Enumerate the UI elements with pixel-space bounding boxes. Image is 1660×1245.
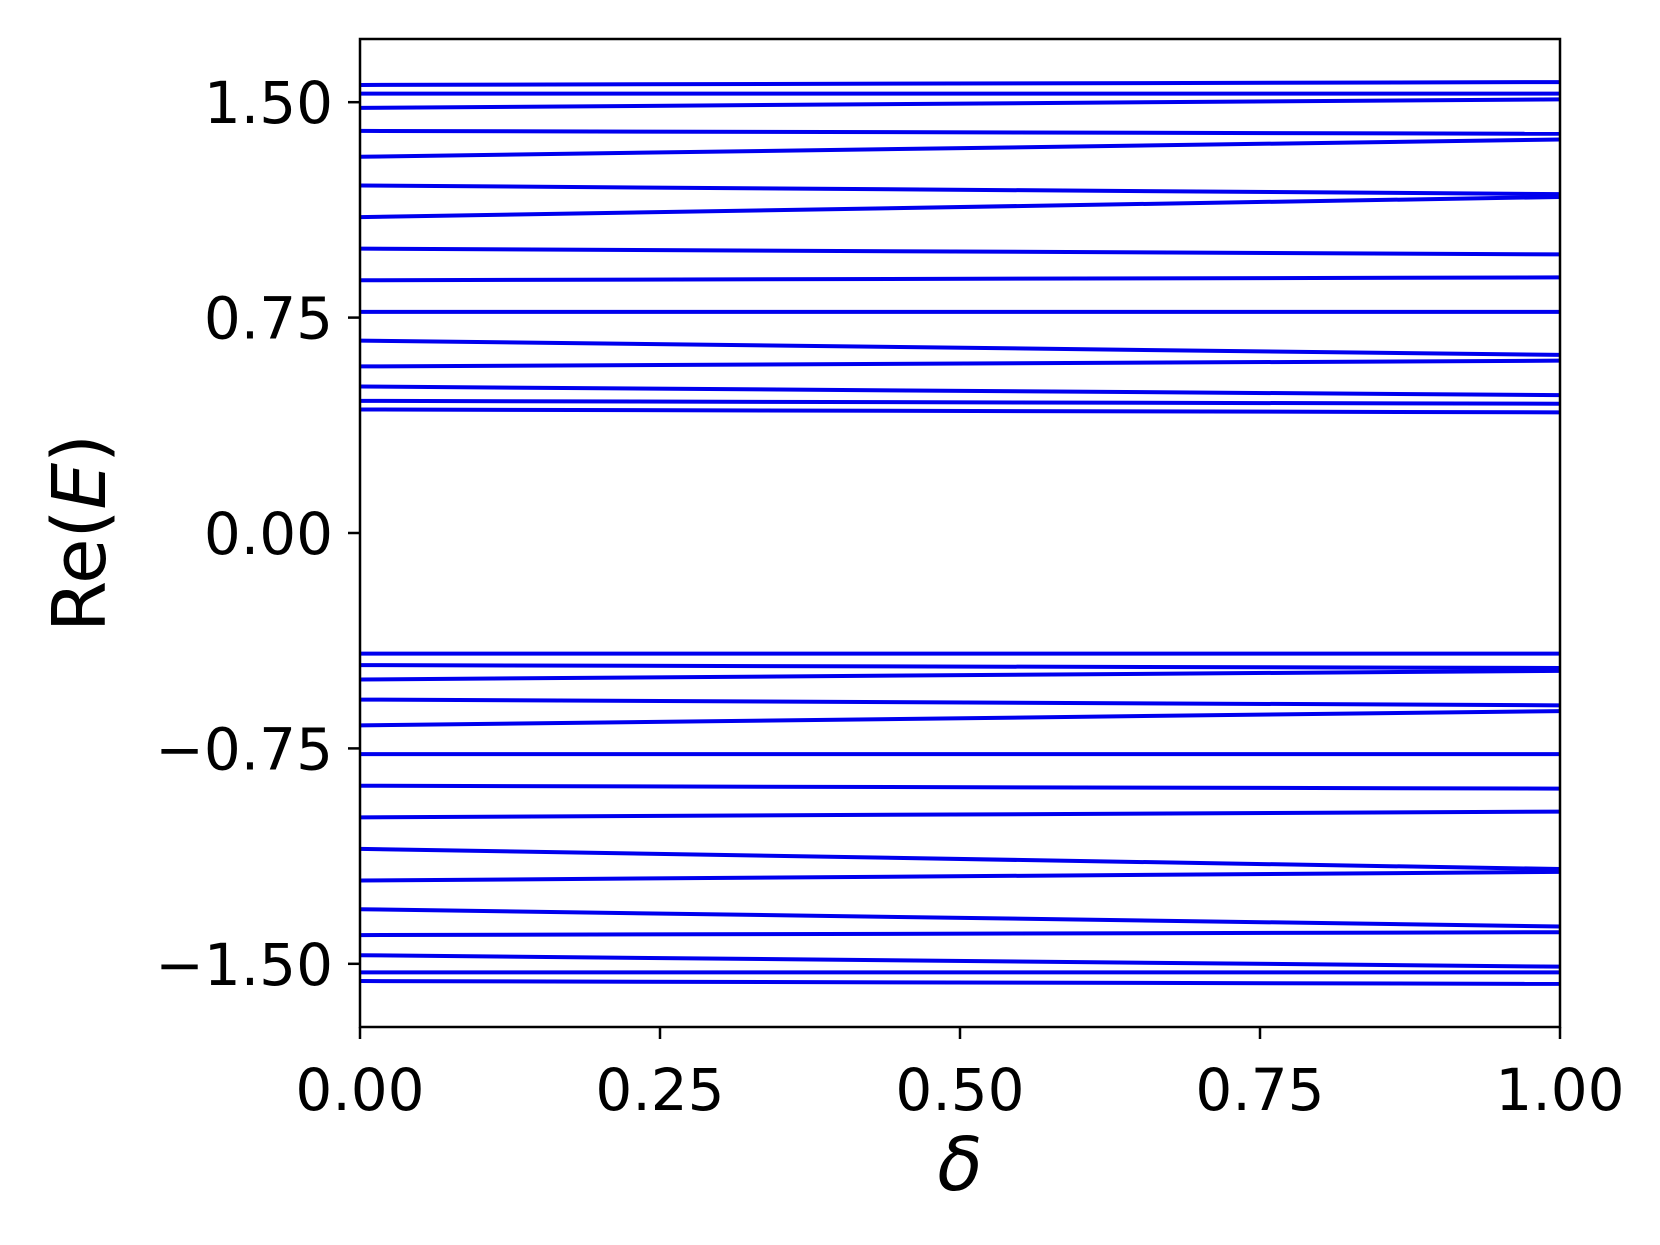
series-line-11 <box>359 338 1561 357</box>
x-tick-label: 0.00 <box>295 1056 424 1124</box>
x-axis-ticks: 0.00 0.25 0.50 0.75 1.00 <box>295 1027 1625 1124</box>
series-line-14 <box>359 398 1561 406</box>
y-axis-label-prefix: Re( <box>37 510 123 633</box>
series-line-26 <box>359 907 1561 929</box>
series-line-1 <box>359 80 1561 87</box>
series-line-5 <box>359 137 1561 159</box>
series-line-25 <box>359 869 1561 883</box>
series-line-24 <box>359 846 1561 872</box>
y-tick-label: −1.50 <box>155 931 333 999</box>
series-line-19 <box>359 697 1561 708</box>
x-axis-label: δ <box>937 1122 982 1208</box>
y-axis-label-variable: E <box>37 463 123 510</box>
series-line-30 <box>359 979 1561 986</box>
series-line-28 <box>359 953 1561 969</box>
series-line-20 <box>359 709 1561 728</box>
series-line-18 <box>359 668 1561 682</box>
series-line-4 <box>359 128 1561 136</box>
series-line-17 <box>359 663 1561 670</box>
series-line-9 <box>359 275 1561 283</box>
series-lines <box>359 80 1561 986</box>
y-axis-label: Re(E) <box>37 434 123 632</box>
x-tick-label: 0.50 <box>895 1056 1024 1124</box>
series-line-13 <box>359 384 1561 398</box>
x-tick-label: 0.75 <box>1195 1056 1324 1124</box>
series-line-27 <box>359 930 1561 938</box>
plot-frame <box>358 37 1562 1029</box>
series-line-15 <box>359 407 1561 415</box>
x-tick-label: 0.25 <box>595 1056 724 1124</box>
y-tick-label: 0.00 <box>204 500 333 568</box>
y-axis-label-suffix: ) <box>37 434 123 463</box>
series-line-6 <box>359 183 1561 197</box>
series-line-7 <box>359 194 1561 220</box>
series-line-22 <box>359 783 1561 791</box>
series-line-23 <box>359 809 1561 820</box>
series-line-3 <box>359 97 1561 110</box>
series-line-12 <box>359 358 1561 369</box>
y-axis-ticks: 1.50 0.75 0.00 −0.75 −1.50 <box>155 69 360 999</box>
y-tick-label: −0.75 <box>155 715 333 783</box>
y-tick-label: 1.50 <box>204 69 333 137</box>
y-tick-label: 0.75 <box>204 285 333 353</box>
series-line-8 <box>359 246 1561 257</box>
x-tick-label: 1.00 <box>1495 1056 1624 1124</box>
